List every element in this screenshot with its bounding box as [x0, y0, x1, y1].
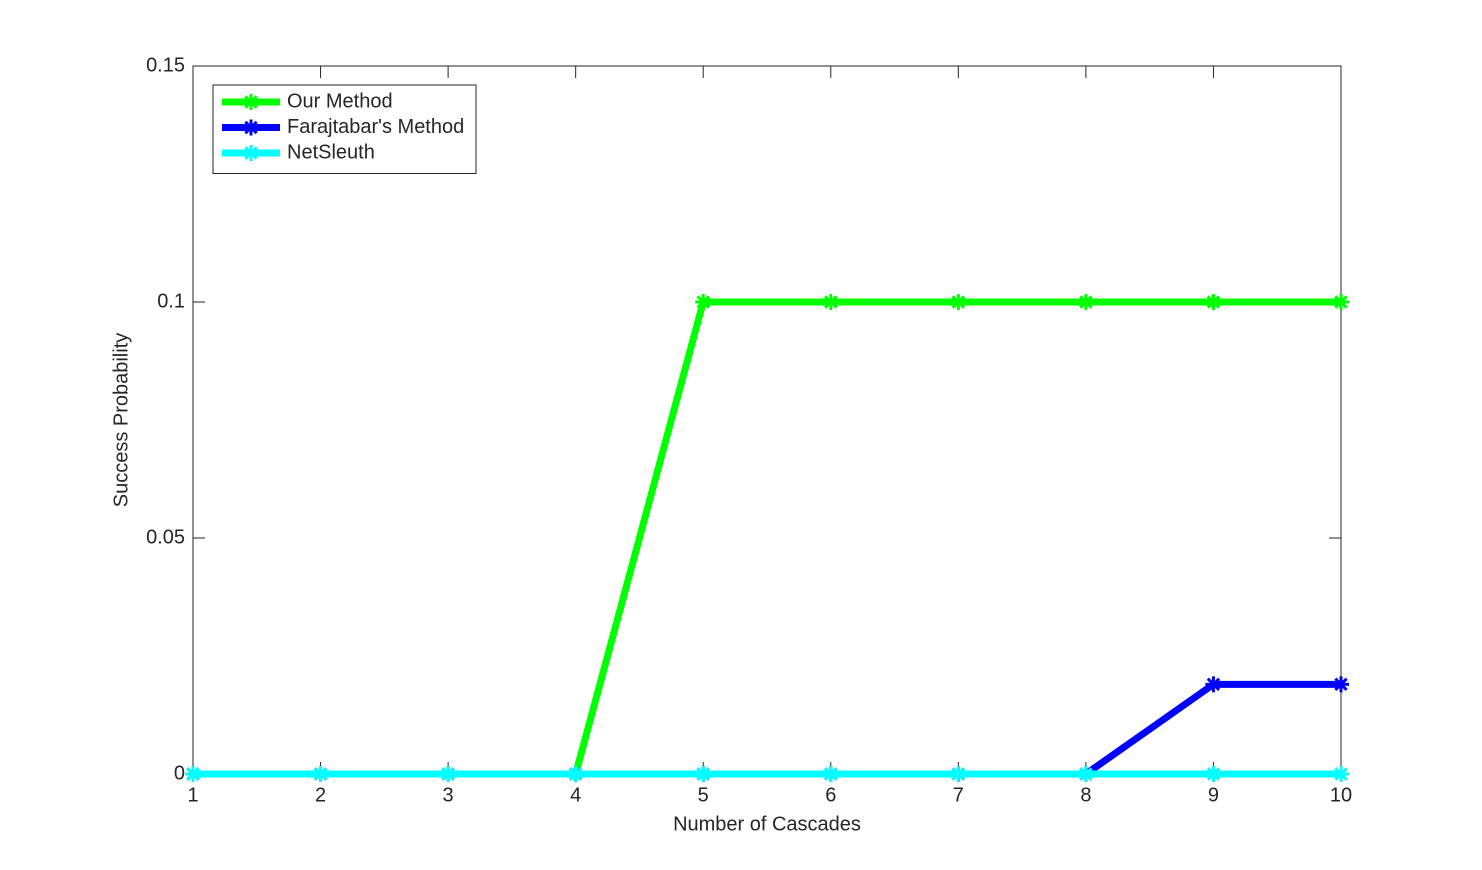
marker [695, 766, 712, 782]
legend-label: Farajtabar's Method [287, 116, 464, 138]
marker [950, 766, 967, 782]
marker [1077, 294, 1094, 310]
x-tick-label: 10 [1330, 784, 1352, 806]
marker [695, 294, 712, 310]
marker [1205, 766, 1222, 782]
marker [243, 119, 259, 136]
x-tick-label: 8 [1080, 784, 1091, 806]
legend-label: NetSleuth [287, 141, 375, 163]
marker [1333, 676, 1349, 693]
y-axis-label: Success Probability [110, 333, 132, 508]
y-tick-label: 0.15 [146, 54, 185, 76]
marker [1333, 294, 1349, 310]
marker [822, 294, 839, 310]
marker [243, 94, 259, 110]
plot-area [192, 65, 1342, 775]
y-tick-label: 0 [174, 762, 185, 784]
marker [822, 766, 839, 782]
x-axis-label: Number of Cascades [673, 813, 861, 835]
x-tick-label: 6 [825, 784, 836, 806]
marker [1333, 766, 1349, 782]
marker [185, 766, 201, 782]
x-tick-label: 9 [1208, 784, 1219, 806]
x-tick-label: 3 [443, 784, 454, 806]
x-tick-label: 4 [570, 784, 581, 806]
legend-label: Our Method [287, 90, 393, 112]
y-tick-label: 0.05 [146, 526, 185, 548]
x-tick-label: 2 [315, 784, 326, 806]
marker [1205, 294, 1222, 310]
x-tick-label: 5 [698, 784, 709, 806]
marker [1077, 766, 1094, 782]
y-tick-label: 0.1 [157, 290, 185, 312]
marker [440, 766, 457, 782]
x-tick-label: 1 [187, 784, 198, 806]
marker [950, 294, 967, 310]
marker [1205, 676, 1222, 693]
legend: Our Method Farajtabar's Method NetSleuth [212, 84, 477, 174]
marker [243, 145, 259, 161]
x-tick-label: 7 [953, 784, 964, 806]
marker [567, 766, 584, 782]
marker [312, 766, 329, 782]
